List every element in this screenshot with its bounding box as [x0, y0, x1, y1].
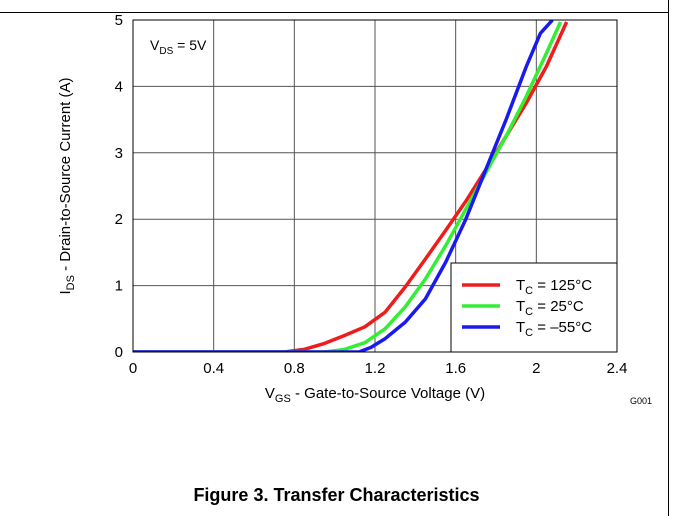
y-axis-label-rest: - Drain-to-Source Current (A): [57, 77, 74, 275]
vds-annotation-main: V: [150, 37, 160, 53]
legend-label-main: T: [516, 319, 525, 336]
x-tick-label: 1.6: [445, 360, 466, 377]
x-tick-label: 1.2: [365, 360, 386, 377]
x-axis-label: VGS - Gate-to-Source Voltage (V): [265, 385, 485, 405]
legend-label-sub: C: [525, 306, 533, 318]
series-line-2: [133, 21, 563, 352]
legend-label-rest: = 25°C: [533, 298, 584, 315]
legend-label: TC = 125°C: [516, 277, 592, 297]
legend-label: TC = 25°C: [516, 298, 584, 318]
y-tick-label: 3: [115, 145, 123, 162]
vds-annotation: VDS = 5V: [150, 37, 207, 57]
y-tick-label: 4: [115, 78, 123, 95]
y-axis-label: IDS - Drain-to-Source Current (A): [57, 77, 77, 294]
x-axis-label-main: V: [265, 385, 275, 402]
vds-annotation-rest: = 5V: [173, 37, 207, 53]
figure-caption: Figure 3. Transfer Characteristics: [193, 485, 480, 505]
y-axis-label-main: I: [57, 290, 74, 294]
x-axis-label-sub: GS: [275, 393, 291, 405]
legend-label-rest: = –55°C: [533, 319, 592, 336]
series-line-3: [133, 20, 554, 352]
legend-label-sub: C: [525, 285, 533, 297]
legend-label-sub: C: [525, 327, 533, 339]
figure-frame-top: [0, 12, 669, 13]
y-tick-label: 1: [115, 278, 123, 295]
x-tick-label: 0: [129, 360, 137, 377]
x-tick-label: 0.8: [284, 360, 305, 377]
y-tick-labels: 0 1 2 3 4 5: [115, 12, 123, 361]
plot-area-border: [132, 19, 618, 353]
chart-legend: TC = 125°CTC = 25°CTC = –55°C: [450, 262, 618, 353]
legend-label-main: T: [516, 277, 525, 294]
y-tick-label: 5: [115, 12, 123, 29]
x-tick-label: 0.4: [203, 360, 224, 377]
figure-frame-right: [668, 0, 669, 516]
y-axis-label-sub: DS: [65, 275, 77, 290]
x-tick-label: 2.4: [607, 360, 628, 377]
x-axis-label-rest: - Gate-to-Source Voltage (V): [291, 385, 485, 402]
y-tick-label: 0: [115, 344, 123, 361]
y-tick-label: 2: [115, 211, 123, 228]
x-tick-labels: 0 0.4 0.8 1.2 1.6 2 2.4: [129, 360, 628, 377]
legend-label-rest: = 125°C: [533, 277, 592, 294]
vds-annotation-sub: DS: [159, 46, 173, 57]
legend-items: TC = 125°CTC = 25°CTC = –55°C: [462, 277, 592, 339]
legend-label-main: T: [516, 298, 525, 315]
figure-code: G001: [630, 396, 652, 406]
chart-series-layer: [133, 20, 569, 352]
x-tick-label: 2: [532, 360, 540, 377]
legend-label: TC = –55°C: [516, 319, 592, 339]
